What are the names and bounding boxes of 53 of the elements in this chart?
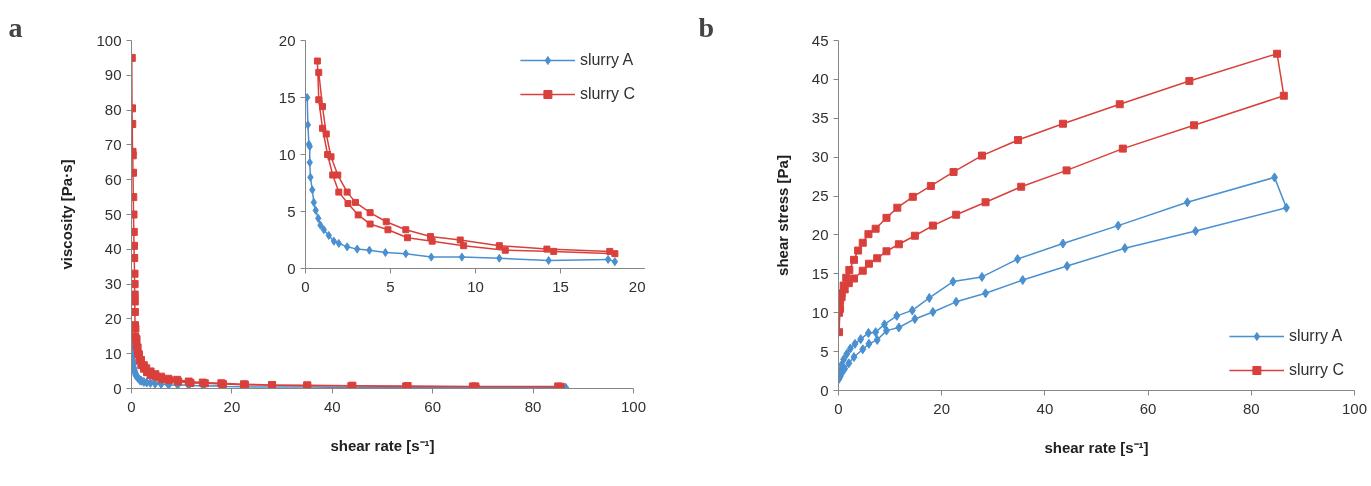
y-tick-label: 100 — [96, 31, 122, 49]
y-axis-title: viscosity [Pa·s] — [58, 159, 76, 270]
y-tick-label: 30 — [811, 148, 829, 166]
y-tick-label: 35 — [811, 109, 829, 127]
x-tick-label: 0 — [834, 399, 843, 417]
y-tick-label: 25 — [811, 187, 829, 205]
x-tick-label: 20 — [223, 397, 241, 415]
y-tick-label: 20 — [104, 309, 122, 327]
y-tick-label: 10 — [811, 303, 829, 321]
y-tick-label: 30 — [104, 275, 122, 293]
y-tick-label: 40 — [104, 240, 122, 258]
x-tick-label: 40 — [1036, 399, 1054, 417]
x-tick-label: 80 — [524, 397, 542, 415]
y-tick-label: 5 — [287, 202, 296, 220]
y-tick-label: 10 — [278, 145, 296, 163]
legend-label: slurry A — [1288, 327, 1343, 345]
x-tick-label: 10 — [467, 277, 484, 295]
y-tick-label: 15 — [811, 264, 829, 282]
y-axis-title: shear stress [Pa] — [773, 155, 791, 276]
x-tick-label: 0 — [301, 277, 310, 295]
x-axis-title: shear rate [s⁻¹] — [330, 436, 435, 454]
x-axis-title: shear rate [s⁻¹] — [1044, 438, 1149, 456]
y-tick-label: 80 — [104, 101, 122, 119]
legend-label: slurry A — [579, 51, 634, 69]
y-tick-label: 0 — [287, 259, 296, 277]
x-tick-label: 60 — [1139, 399, 1157, 417]
y-tick-label: 20 — [811, 225, 829, 243]
x-tick-label: 15 — [552, 277, 569, 295]
y-tick-label: 10 — [104, 344, 122, 362]
y-tick-label: 20 — [278, 31, 296, 49]
y-tick-label: 15 — [278, 88, 296, 106]
x-tick-label: 0 — [127, 397, 136, 415]
y-tick-label: 0 — [113, 379, 122, 397]
y-tick-label: 60 — [104, 170, 122, 188]
y-tick-label: 45 — [811, 31, 829, 49]
y-tick-label: 40 — [811, 70, 829, 88]
legend-label: slurry C — [579, 85, 635, 103]
y-tick-label: 50 — [104, 205, 122, 223]
x-tick-label: 5 — [386, 277, 395, 295]
x-tick-label: 60 — [424, 397, 442, 415]
x-tick-label: 100 — [620, 397, 647, 415]
y-tick-label: 0 — [820, 381, 829, 399]
x-tick-label: 20 — [628, 277, 646, 295]
y-tick-label: 70 — [104, 135, 122, 153]
legend-label: slurry C — [1288, 361, 1344, 379]
x-tick-label: 20 — [933, 399, 951, 417]
x-tick-label: 100 — [1341, 399, 1368, 417]
chart-title: b — [698, 11, 715, 43]
y-tick-label: 90 — [104, 66, 122, 84]
x-tick-label: 40 — [323, 397, 341, 415]
chart-title: a — [8, 11, 23, 43]
y-tick-label: 5 — [820, 342, 829, 360]
x-tick-label: 80 — [1242, 399, 1260, 417]
